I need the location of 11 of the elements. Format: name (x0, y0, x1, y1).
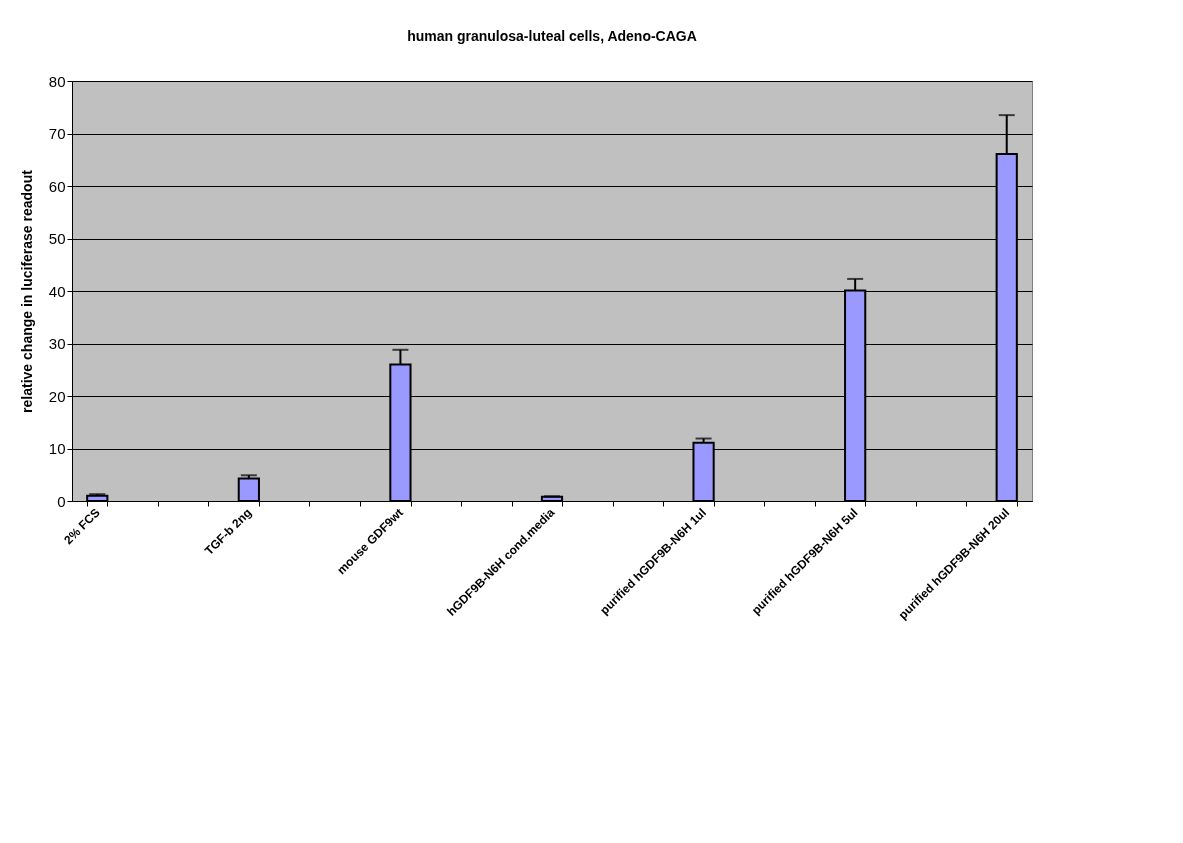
y-tick-label: 20 (48, 387, 66, 405)
chart-title: human granulosa-luteal cells, Adeno-CAGA (407, 28, 697, 44)
y-tick-label: 40 (48, 282, 66, 300)
y-tick-label: 30 (48, 335, 66, 352)
y-tick-label: 80 (48, 72, 66, 90)
y-tick-label: 70 (48, 125, 66, 142)
y-tick-label: 10 (48, 440, 66, 457)
y-tick-label: 60 (48, 177, 66, 195)
y-tick-label: 0 (57, 492, 66, 510)
y-axis-title: relative change in luciferase readout (18, 169, 35, 413)
y-tick-label: 50 (48, 230, 66, 247)
